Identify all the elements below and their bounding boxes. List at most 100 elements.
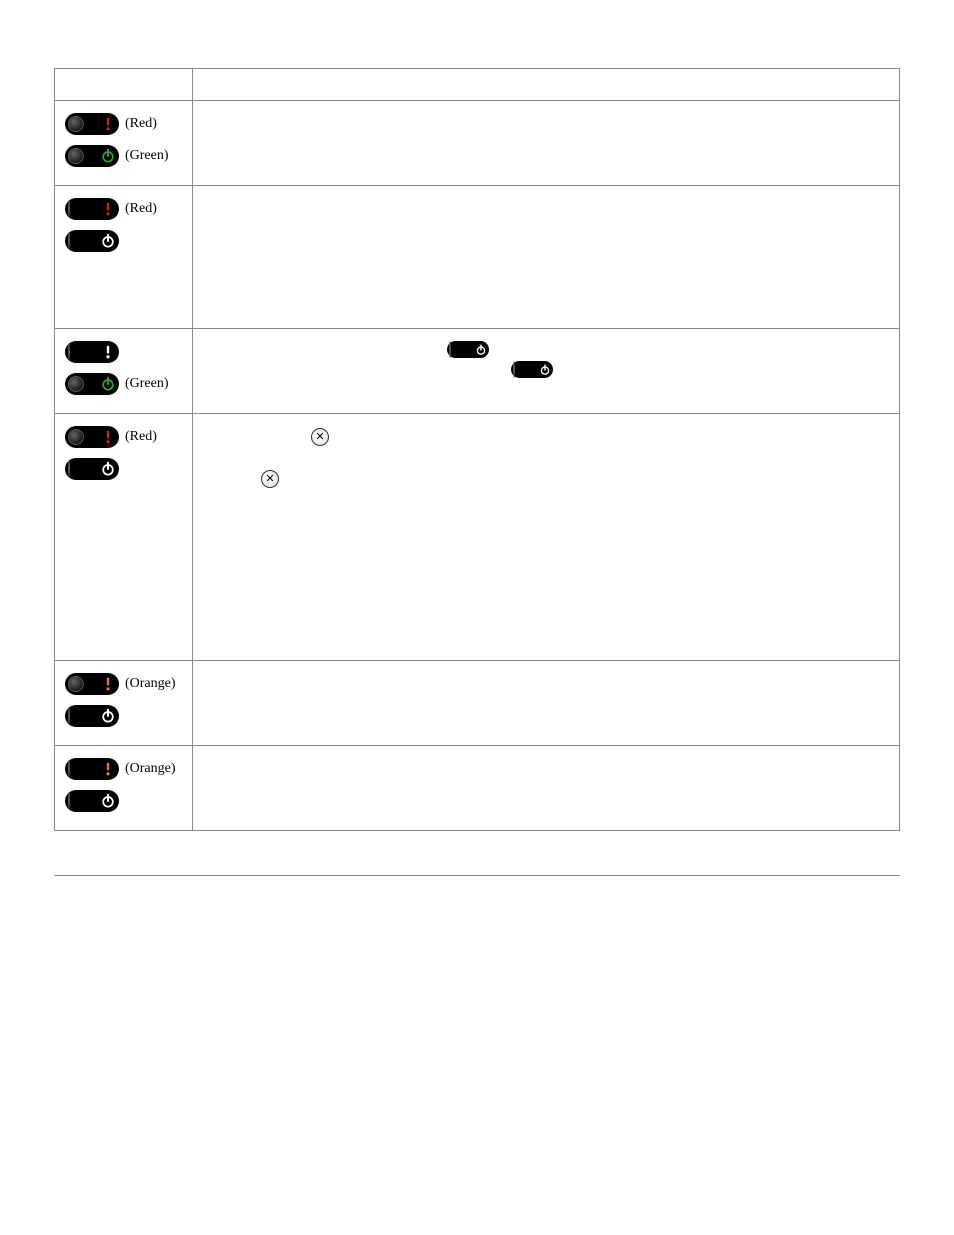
color-label: (Red) xyxy=(125,429,157,445)
color-label: (Red) xyxy=(125,201,157,217)
status-line: (Green) xyxy=(65,373,182,395)
status-line xyxy=(65,458,182,480)
status-pill xyxy=(65,673,119,695)
lens-icon xyxy=(68,200,70,217)
power-icon-wrap xyxy=(475,344,487,356)
bang-icon-wrap xyxy=(100,344,116,360)
color-label: (Red) xyxy=(125,116,157,132)
table-cell-indicator: (Green) xyxy=(55,329,193,414)
x-icon: ✕ xyxy=(261,470,279,488)
power-icon-wrap xyxy=(539,364,551,376)
table-cell-indicator: (Orange) xyxy=(55,746,193,831)
lens-icon xyxy=(68,760,70,777)
status-pill xyxy=(447,341,489,358)
table-cell-description: ✕✕ xyxy=(193,414,900,661)
lens-icon xyxy=(449,341,451,358)
inline-pill xyxy=(511,361,553,378)
lens-icon xyxy=(68,148,84,164)
bang-icon xyxy=(100,761,116,777)
status-pill xyxy=(65,230,119,252)
lens-icon xyxy=(68,429,84,445)
lens-icon xyxy=(68,792,70,809)
status-pill xyxy=(65,458,119,480)
status-pill xyxy=(65,790,119,812)
table-cell-description xyxy=(193,661,900,746)
table-cell-indicator: (Orange) xyxy=(55,661,193,746)
bang-icon-wrap xyxy=(100,676,116,692)
lens-icon xyxy=(513,361,515,378)
status-line: (Green) xyxy=(65,145,182,167)
status-line xyxy=(65,705,182,727)
right-content xyxy=(203,754,889,814)
power-icon-wrap xyxy=(100,148,116,164)
bang-icon-wrap xyxy=(100,429,116,445)
power-icon xyxy=(100,793,116,809)
power-icon xyxy=(100,233,116,249)
bang-icon-wrap xyxy=(100,761,116,777)
power-icon-wrap xyxy=(100,708,116,724)
table-cell-description xyxy=(193,329,900,414)
right-content xyxy=(203,669,889,729)
status-pill xyxy=(511,361,553,378)
status-pill xyxy=(65,198,119,220)
status-line xyxy=(65,341,182,363)
x-icon: ✕ xyxy=(311,428,329,446)
table-row: (Red) (Green) xyxy=(55,101,900,186)
table-header-row xyxy=(55,69,900,101)
table-cell-indicator: (Red) xyxy=(55,414,193,661)
bang-icon xyxy=(100,201,116,217)
inline-pill xyxy=(447,341,489,358)
power-icon-wrap xyxy=(100,376,116,392)
status-pill xyxy=(65,758,119,780)
right-content xyxy=(203,194,889,320)
status-line: (Red) xyxy=(65,198,182,220)
footer-rule xyxy=(54,875,900,876)
lens-icon xyxy=(68,460,70,477)
table-row: (Orange) xyxy=(55,746,900,831)
table-row: (Red) xyxy=(55,186,900,329)
status-line: (Orange) xyxy=(65,758,182,780)
lens-icon xyxy=(68,343,70,360)
bang-icon xyxy=(100,344,116,360)
lens-icon xyxy=(68,232,70,249)
color-label: (Orange) xyxy=(125,676,176,692)
status-line xyxy=(65,230,182,252)
right-content xyxy=(203,109,889,169)
power-icon-wrap xyxy=(100,793,116,809)
status-line xyxy=(65,790,182,812)
status-line: (Red) xyxy=(65,113,182,135)
color-label: (Green) xyxy=(125,148,169,164)
table-cell-description xyxy=(193,186,900,329)
status-pill xyxy=(65,113,119,135)
power-icon xyxy=(100,461,116,477)
table-header-left xyxy=(55,69,193,101)
power-icon xyxy=(100,708,116,724)
power-icon-wrap xyxy=(100,461,116,477)
power-icon xyxy=(100,376,116,392)
table-row: (Green) xyxy=(55,329,900,414)
bang-icon-wrap xyxy=(100,201,116,217)
status-pill xyxy=(65,373,119,395)
status-pill xyxy=(65,145,119,167)
status-pill xyxy=(65,341,119,363)
lens-icon xyxy=(68,376,84,392)
color-label: (Orange) xyxy=(125,761,176,777)
table-cell-indicator: (Red) xyxy=(55,186,193,329)
table-cell-description xyxy=(193,746,900,831)
status-pill xyxy=(65,705,119,727)
document-page: (Red) (Green) (Red) (Green) (Red) ✕✕ (Or… xyxy=(0,0,954,1235)
right-content xyxy=(203,337,889,393)
bang-icon xyxy=(100,676,116,692)
status-line: (Orange) xyxy=(65,673,182,695)
power-icon xyxy=(539,364,551,376)
bang-icon xyxy=(100,429,116,445)
bang-icon xyxy=(100,116,116,132)
status-pill xyxy=(65,426,119,448)
lens-icon xyxy=(68,707,70,724)
table-row: (Red) ✕✕ xyxy=(55,414,900,661)
power-icon xyxy=(475,344,487,356)
table-cell-indicator: (Red) (Green) xyxy=(55,101,193,186)
bang-icon-wrap xyxy=(100,116,116,132)
right-content: ✕✕ xyxy=(203,422,889,652)
power-icon xyxy=(100,148,116,164)
